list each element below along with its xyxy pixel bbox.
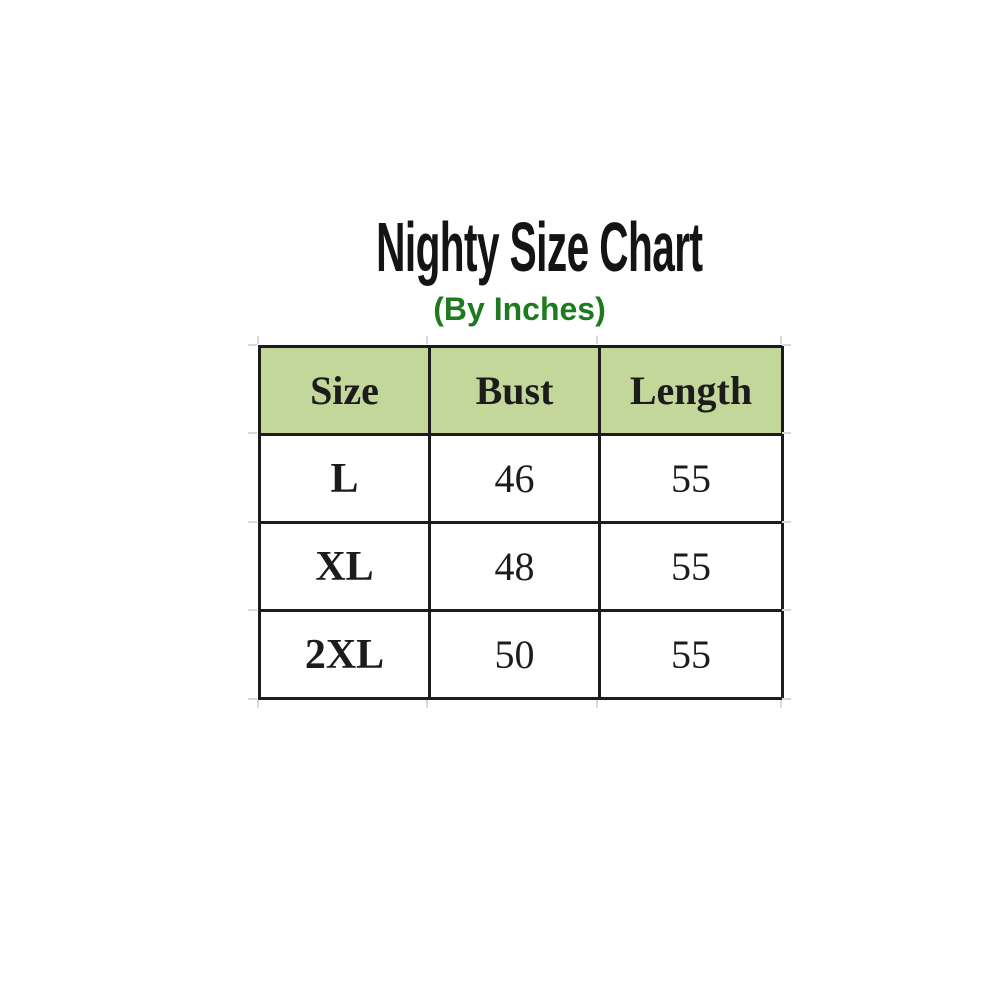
column-header-bust: Bust xyxy=(428,345,601,436)
gridline-tick xyxy=(248,432,257,434)
gridline-tick xyxy=(780,336,782,344)
gridline-tick xyxy=(426,336,428,344)
gridline-tick xyxy=(596,336,598,344)
cell-size-2xl: 2XL xyxy=(258,609,431,700)
cell-length-2xl: 55 xyxy=(598,609,784,700)
gridline-tick xyxy=(257,700,259,708)
cell-bust-l: 46 xyxy=(428,433,601,524)
gridline-tick xyxy=(596,700,598,708)
size-table-wrap: Size Bust Length L 46 55 XL 48 55 2XL xyxy=(248,336,791,708)
gridline-tick xyxy=(782,609,791,611)
cell-length-xl: 55 xyxy=(598,521,784,612)
page-title: Nighty Size Chart xyxy=(258,212,781,282)
gridline-tick xyxy=(782,432,791,434)
cell-length-l: 55 xyxy=(598,433,784,524)
gridline-tick xyxy=(782,521,791,523)
cell-size-xl: XL xyxy=(258,521,431,612)
table-header-row: Size Bust Length xyxy=(258,345,784,436)
gridline-tick xyxy=(248,521,257,523)
size-table: Size Bust Length L 46 55 XL 48 55 2XL xyxy=(258,345,784,700)
gridline-tick xyxy=(248,698,257,700)
column-header-length: Length xyxy=(598,345,784,436)
gridline-tick xyxy=(782,698,791,700)
table-row-xl: XL 48 55 xyxy=(258,521,784,612)
cell-bust-2xl: 50 xyxy=(428,609,601,700)
page-subtitle: (By Inches) xyxy=(433,291,606,327)
table-row-2xl: 2XL 50 55 xyxy=(258,609,784,700)
gridline-tick xyxy=(426,700,428,708)
page-title-text: Nighty Size Chart xyxy=(376,208,703,286)
gridline-tick xyxy=(248,344,257,346)
gridline-tick xyxy=(257,336,259,344)
cell-bust-xl: 48 xyxy=(428,521,601,612)
gridline-tick xyxy=(780,700,782,708)
gridline-tick xyxy=(248,609,257,611)
column-header-size: Size xyxy=(258,345,431,436)
table-row-l: L 46 55 xyxy=(258,433,784,524)
gridline-tick xyxy=(782,344,791,346)
cell-size-l: L xyxy=(258,433,431,524)
